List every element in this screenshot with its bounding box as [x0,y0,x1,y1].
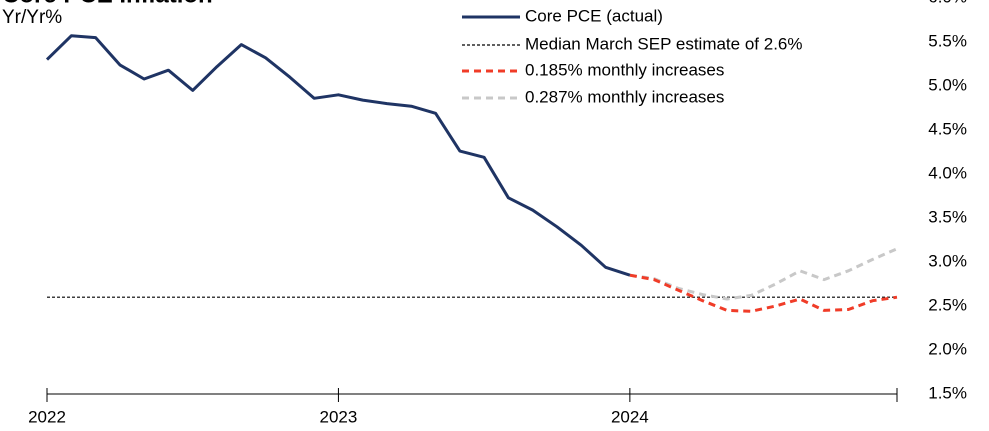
x-tick-label: 2023 [320,407,358,426]
y-tick-label: 4.0% [928,163,967,182]
y-tick-label: 1.5% [928,383,967,402]
chart-title: Core PCE Inflation [2,0,213,8]
y-axis-label: Yr/Yr% [2,7,62,28]
y-tick-label: 5.5% [928,31,967,50]
series-line [45,34,631,277]
y-tick-label: 3.5% [928,207,967,226]
legend-label: 0.287% monthly increases [525,87,724,106]
legend-label: Median March SEP estimate of 2.6% [525,34,803,53]
legend-label: Core PCE (actual) [525,6,663,25]
series-line [629,247,898,301]
y-tick-label: 2.0% [928,339,967,358]
y-tick-label: 4.5% [928,119,967,138]
x-tick-label: 2022 [28,407,66,426]
series-line [629,273,898,313]
y-tick-label: 5.0% [928,75,967,94]
y-tick-label: 2.5% [928,295,967,314]
x-tick-label: 2024 [611,407,649,426]
y-tick-label: 3.0% [928,251,967,270]
legend-label: 0.185% monthly increases [525,60,724,79]
y-tick-label: 6.0% [928,0,967,6]
